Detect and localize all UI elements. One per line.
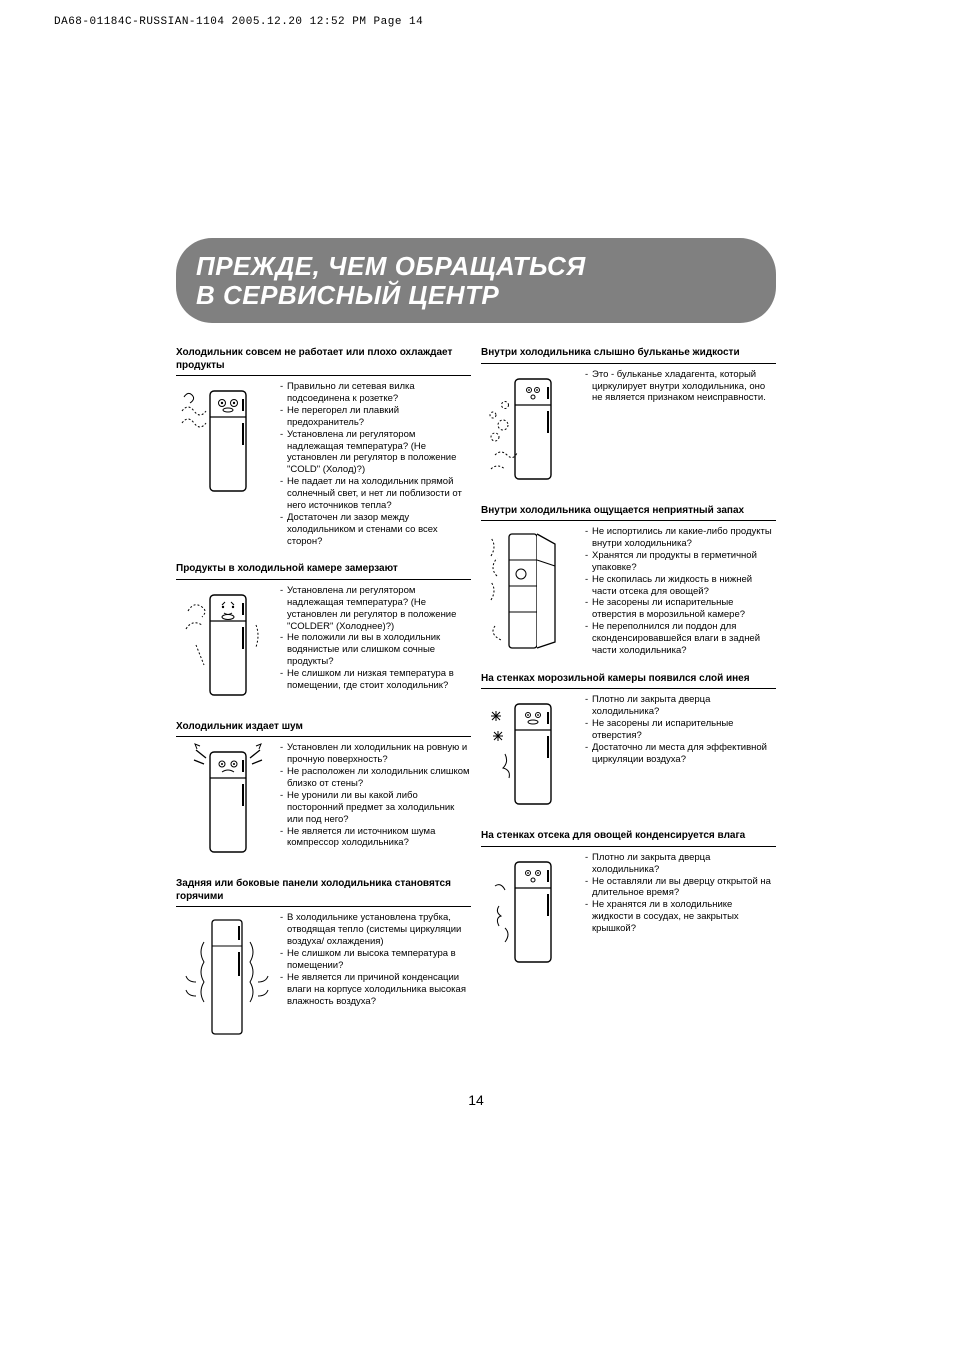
bullet-list: Плотно ли закрыта дверца холодильника?Не… [585, 694, 776, 814]
illustration [176, 912, 274, 1042]
page-content: ПРЕЖДЕ, ЧЕМ ОБРАЩАТЬСЯ В СЕРВИСНЫЙ ЦЕНТР… [176, 238, 776, 1058]
section-heading: Продукты в холодильной камере замерзают [176, 563, 471, 580]
bullet-list: Это - бульканье хладагента, который цирк… [585, 369, 776, 489]
bullet-item: Не является ли источником шума компрессо… [280, 826, 471, 850]
illustration [176, 585, 274, 705]
section-body: Правильно ли сетевая вилка подсоединена … [176, 381, 471, 547]
bullet-list: Не испортились ли какие-либо продукты вн… [585, 526, 776, 657]
section-heading: Задняя или боковые панели холодильника с… [176, 878, 471, 907]
illustration [481, 694, 579, 814]
bullet-item: Не переполнился ли поддон для сконденсир… [585, 621, 776, 657]
bullet-item: Не скопилась ли жидкость в нижней части … [585, 574, 776, 598]
fridge-eyes-wavy-icon [176, 381, 274, 547]
bullet-list: Правильно ли сетевая вилка подсоединена … [280, 381, 471, 547]
illustration [481, 369, 579, 489]
illustration [176, 381, 274, 501]
section-body: Плотно ли закрыта дверца холодильника?Не… [481, 694, 776, 814]
bullet-item: Установлена ли регулятором надлежащая те… [280, 429, 471, 477]
bullet-item: Не перегорел ли плавкий предохранитель? [280, 405, 471, 429]
columns: Холодильник совсем не работает или плохо… [176, 347, 776, 1058]
bullet-item: Не засорены ли испарительные отверстия? [585, 718, 776, 742]
fridge-frost-icon [481, 694, 579, 814]
left-column: Холодильник совсем не работает или плохо… [176, 347, 471, 1058]
fridge-cold-icon [176, 585, 274, 705]
section-body: Установлена ли регулятором надлежащая те… [176, 585, 471, 705]
print-header: DA68-01184C-RUSSIAN-1104 2005.12.20 12:5… [54, 16, 423, 28]
bullet-list: Установлена ли регулятором надлежащая те… [280, 585, 471, 705]
bullet-item: Не хранятся ли в холодильнике жидкости в… [585, 899, 776, 935]
section-body: Плотно ли закрыта дверца холодильника?Не… [481, 852, 776, 972]
bullet-item: Установлен ли холодильник на ровную и пр… [280, 742, 471, 766]
illustration [176, 742, 274, 862]
illustration [481, 526, 579, 656]
bullet-item: Достаточен ли зазор между холодильником … [280, 512, 471, 548]
section-body: Это - бульканье хладагента, который цирк… [481, 369, 776, 489]
bullet-item: Не слишком ли низкая температура в помещ… [280, 668, 471, 692]
bullet-item: Правильно ли сетевая вилка подсоединена … [280, 381, 471, 405]
bullet-item: Не слишком ли высока температура в помещ… [280, 948, 471, 972]
bullet-item: Не положили ли вы в холодильник водянист… [280, 632, 471, 668]
bullet-item: В холодильнике установлена трубка, отвод… [280, 912, 471, 948]
bullet-list: В холодильнике установлена трубка, отвод… [280, 912, 471, 1042]
section-body: В холодильнике установлена трубка, отвод… [176, 912, 471, 1042]
section-heading: На стенках морозильной камеры появился с… [481, 673, 776, 690]
bullet-list: Установлен ли холодильник на ровную и пр… [280, 742, 471, 862]
right-section: Внутри холодильника слышно бульканье жид… [481, 347, 776, 489]
bullet-item: Достаточно ли места для эффективной цирк… [585, 742, 776, 766]
bullet-item: Не испортились ли какие-либо продукты вн… [585, 526, 776, 550]
section-heading: Холодильник совсем не работает или плохо… [176, 347, 471, 376]
section-heading: Внутри холодильника слышно бульканье жид… [481, 347, 776, 364]
bullet-list: Плотно ли закрыта дверца холодильника?Не… [585, 852, 776, 972]
section-heading: Холодильник издает шум [176, 721, 471, 738]
title-line-1: ПРЕЖДЕ, ЧЕМ ОБРАЩАТЬСЯ [196, 252, 756, 281]
fridge-open-smell-icon [481, 526, 579, 657]
bullet-item: Не оставляли ли вы дверцу открытой на дл… [585, 876, 776, 900]
page-number: 14 [176, 1092, 776, 1108]
bullet-item: Не уронили ли вы какой либо посторонний … [280, 790, 471, 826]
fridge-noise-icon [176, 742, 274, 862]
bullet-item: Установлена ли регулятором надлежащая те… [280, 585, 471, 633]
section-body: Установлен ли холодильник на ровную и пр… [176, 742, 471, 862]
bullet-item: Плотно ли закрыта дверца холодильника? [585, 694, 776, 718]
left-section: Холодильник совсем не работает или плохо… [176, 347, 471, 547]
right-section: На стенках морозильной камеры появился с… [481, 673, 776, 815]
right-section: На стенках отсека для овощей конденсируе… [481, 830, 776, 972]
left-section: Холодильник издает шум Установлен ли хол… [176, 721, 471, 863]
bullet-item: Не засорены ли испарительные отверстия в… [585, 597, 776, 621]
left-section: Задняя или боковые панели холодильника с… [176, 878, 471, 1042]
title-line-2: В СЕРВИСНЫЙ ЦЕНТР [196, 281, 756, 310]
bullet-item: Не является ли причиной конденсации влаг… [280, 972, 471, 1008]
bullet-item: Хранятся ли продукты в герметичной упако… [585, 550, 776, 574]
title-banner: ПРЕЖДЕ, ЧЕМ ОБРАЩАТЬСЯ В СЕРВИСНЫЙ ЦЕНТР [176, 238, 776, 323]
bullet-item: Это - бульканье хладагента, который цирк… [585, 369, 776, 405]
left-section: Продукты в холодильной камере замерзают … [176, 563, 471, 705]
fridge-condense-icon [481, 852, 579, 972]
section-heading: На стенках отсека для овощей конденсируе… [481, 830, 776, 847]
bullet-item: Не падает ли на холодильник прямой солне… [280, 476, 471, 512]
fridge-bubbles-icon [481, 369, 579, 489]
bullet-item: Плотно ли закрыта дверца холодильника? [585, 852, 776, 876]
section-body: Не испортились ли какие-либо продукты вн… [481, 526, 776, 657]
fridge-hot-sides-icon [176, 912, 274, 1042]
right-column: Внутри холодильника слышно бульканье жид… [481, 347, 776, 1058]
section-heading: Внутри холодильника ощущается неприятный… [481, 505, 776, 522]
right-section: Внутри холодильника ощущается неприятный… [481, 505, 776, 657]
illustration [481, 852, 579, 972]
bullet-item: Не расположен ли холодильник слишком бли… [280, 766, 471, 790]
